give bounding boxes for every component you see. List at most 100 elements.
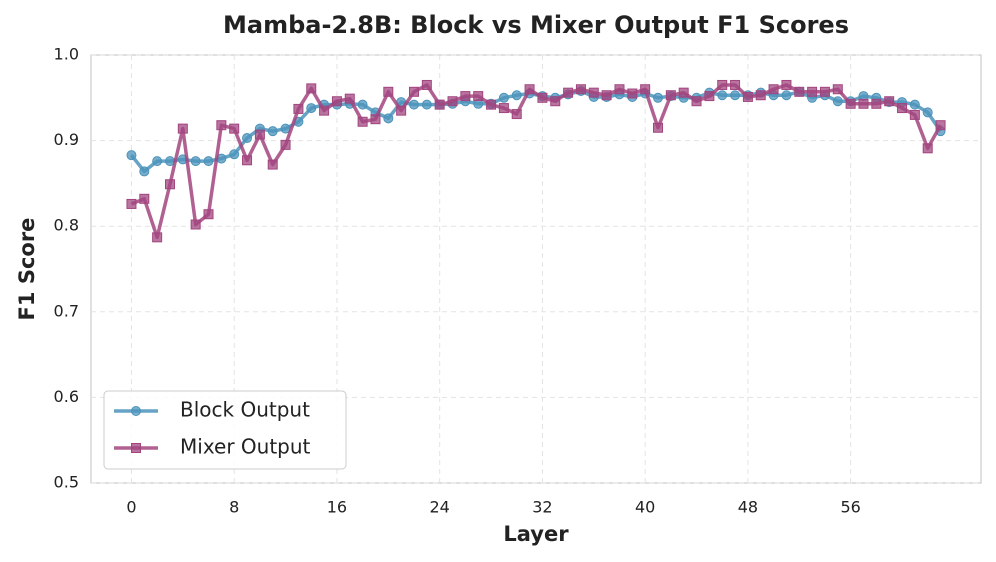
marker bbox=[781, 79, 792, 90]
marker bbox=[254, 129, 265, 140]
y-tick-label: 0.5 bbox=[54, 473, 79, 492]
marker bbox=[370, 114, 381, 125]
marker bbox=[742, 91, 753, 102]
legend: Block Output Mixer Output bbox=[103, 390, 347, 470]
x-tick-label: 8 bbox=[229, 498, 239, 517]
legend-box bbox=[103, 390, 347, 470]
marker bbox=[550, 96, 561, 107]
marker bbox=[319, 105, 330, 116]
x-tick-label: 56 bbox=[840, 498, 860, 517]
marker bbox=[229, 149, 240, 160]
marker bbox=[768, 84, 779, 95]
legend-label: Block Output bbox=[180, 398, 310, 422]
x-tick-label: 24 bbox=[429, 498, 449, 517]
x-tick-label: 0 bbox=[126, 498, 136, 517]
marker bbox=[537, 92, 548, 103]
marker bbox=[653, 122, 664, 133]
marker bbox=[755, 90, 766, 101]
marker bbox=[498, 92, 509, 103]
y-tick-label: 0.6 bbox=[54, 387, 79, 406]
marker bbox=[730, 79, 741, 90]
marker bbox=[640, 84, 651, 95]
marker bbox=[267, 126, 278, 137]
marker bbox=[922, 143, 933, 154]
marker bbox=[871, 98, 882, 109]
marker bbox=[408, 99, 419, 110]
chart-title: Mamba-2.8B: Block vs Mixer Output F1 Sco… bbox=[223, 11, 849, 39]
marker bbox=[601, 90, 612, 101]
marker bbox=[691, 96, 702, 107]
marker bbox=[614, 84, 625, 95]
marker bbox=[473, 91, 484, 102]
marker bbox=[396, 105, 407, 116]
marker bbox=[357, 116, 368, 127]
marker bbox=[344, 93, 355, 104]
marker bbox=[678, 87, 689, 98]
marker bbox=[909, 99, 920, 110]
marker bbox=[152, 232, 163, 243]
marker bbox=[717, 90, 728, 101]
marker bbox=[858, 98, 869, 109]
marker bbox=[884, 96, 895, 107]
marker bbox=[832, 96, 843, 107]
marker bbox=[704, 91, 715, 102]
marker bbox=[357, 99, 368, 110]
x-axis-label: Layer bbox=[503, 522, 569, 546]
y-tick-label: 0.9 bbox=[54, 130, 79, 149]
marker bbox=[935, 120, 946, 131]
marker bbox=[139, 193, 150, 204]
marker bbox=[152, 156, 163, 167]
marker bbox=[190, 156, 201, 167]
marker bbox=[139, 166, 150, 177]
legend-marker bbox=[131, 443, 141, 453]
marker bbox=[845, 98, 856, 109]
marker bbox=[730, 90, 741, 101]
marker bbox=[524, 84, 535, 95]
marker bbox=[164, 179, 175, 190]
y-axis-label: F1 Score bbox=[15, 218, 39, 321]
marker bbox=[383, 113, 394, 124]
marker bbox=[190, 219, 201, 230]
marker bbox=[588, 87, 599, 98]
marker bbox=[665, 90, 676, 101]
marker bbox=[434, 99, 445, 110]
marker bbox=[460, 91, 471, 102]
marker bbox=[575, 84, 586, 95]
marker bbox=[511, 109, 522, 120]
marker bbox=[242, 155, 253, 166]
legend-label: Mixer Output bbox=[180, 435, 311, 459]
marker bbox=[203, 209, 214, 220]
x-tick-label: 16 bbox=[327, 498, 347, 517]
marker bbox=[498, 103, 509, 114]
marker bbox=[819, 86, 830, 97]
marker bbox=[909, 109, 920, 120]
marker bbox=[897, 103, 908, 114]
marker bbox=[486, 99, 497, 110]
y-tick-label: 0.8 bbox=[54, 216, 79, 235]
marker bbox=[511, 90, 522, 101]
marker bbox=[563, 87, 574, 98]
marker bbox=[653, 92, 664, 103]
marker bbox=[383, 86, 394, 97]
marker bbox=[306, 103, 317, 114]
marker bbox=[216, 120, 227, 131]
marker bbox=[126, 198, 137, 209]
y-tick-label: 0.7 bbox=[54, 301, 79, 320]
marker bbox=[203, 156, 214, 167]
marker bbox=[177, 123, 188, 134]
marker bbox=[267, 159, 278, 170]
marker bbox=[794, 86, 805, 97]
x-tick-label: 40 bbox=[635, 498, 655, 517]
marker bbox=[421, 99, 432, 110]
marker bbox=[627, 88, 638, 99]
marker bbox=[126, 150, 137, 161]
y-tick-label: 1.0 bbox=[54, 45, 79, 64]
legend-marker bbox=[131, 406, 141, 416]
x-tick-label: 48 bbox=[738, 498, 758, 517]
marker bbox=[229, 123, 240, 134]
x-tick-label: 32 bbox=[532, 498, 552, 517]
series-line bbox=[130, 83, 943, 240]
marker bbox=[781, 90, 792, 101]
marker bbox=[447, 96, 458, 107]
